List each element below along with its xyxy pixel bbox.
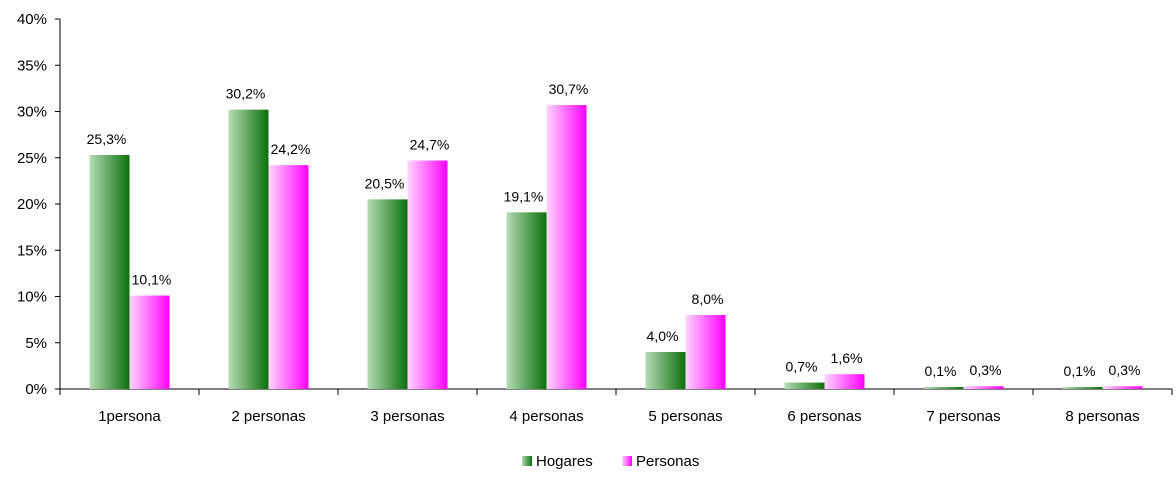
bar-personas (269, 165, 309, 389)
data-label: 10,1% (132, 272, 172, 288)
legend-swatch-hogares (522, 456, 532, 466)
bar-hogares (229, 110, 269, 389)
legend-label-personas: Personas (636, 453, 699, 470)
bar-hogares (1063, 387, 1103, 389)
data-label: 0,7% (786, 359, 818, 375)
x-category-label: 2 personas (231, 408, 305, 425)
bar-personas (130, 296, 170, 389)
data-label: 0,1% (925, 363, 957, 379)
y-tick-label: 5% (25, 335, 47, 352)
y-axis: 0% 5% 10% 15% 20% 25% 30% 35% 40% (17, 11, 60, 398)
bar-hogares (785, 383, 825, 389)
bar-personas (1103, 386, 1143, 389)
data-label: 19,1% (504, 188, 544, 204)
data-label: 1,6% (831, 350, 863, 366)
x-category-label: 1persona (98, 408, 161, 425)
x-category-label: 4 personas (509, 408, 583, 425)
data-label: 8,0% (692, 291, 724, 307)
y-tick-label: 0% (25, 381, 47, 398)
y-tick-label: 10% (17, 289, 47, 306)
bar-hogares (646, 352, 686, 389)
data-label: 0,1% (1064, 363, 1096, 379)
data-label: 20,5% (365, 175, 405, 191)
x-category-label: 3 personas (370, 408, 444, 425)
y-tick-label: 30% (17, 104, 47, 121)
y-tick-label: 35% (17, 57, 47, 74)
bar-personas (547, 105, 587, 389)
bar-hogares (368, 199, 408, 389)
legend-swatch-personas (622, 456, 632, 466)
data-label: 30,7% (549, 81, 589, 97)
bar-personas (408, 161, 448, 389)
x-category-label: 8 personas (1065, 408, 1139, 425)
x-category-label: 5 personas (648, 408, 722, 425)
x-category-label: 7 personas (926, 408, 1000, 425)
bar-personas (825, 374, 865, 389)
bar-hogares (924, 387, 964, 389)
y-tick-label: 20% (17, 196, 47, 213)
x-category-label: 6 personas (787, 408, 861, 425)
bar-personas (964, 386, 1004, 389)
bar-hogares (507, 212, 547, 389)
y-tick-label: 40% (17, 11, 47, 28)
data-label: 30,2% (226, 86, 266, 102)
x-axis: 1persona 2 personas 3 personas 4 personas 5 … (60, 389, 1172, 425)
data-label: 4,0% (647, 328, 679, 344)
y-tick-label: 25% (17, 150, 47, 167)
data-label: 24,7% (410, 137, 450, 153)
data-label: 0,3% (970, 362, 1002, 378)
data-label: 25,3% (87, 131, 127, 147)
y-tick-label: 15% (17, 242, 47, 259)
bars (90, 105, 1143, 389)
legend-label-hogares: Hogares (536, 453, 593, 470)
data-label: 0,3% (1109, 362, 1141, 378)
data-label: 24,2% (271, 141, 311, 157)
bar-hogares (90, 155, 130, 389)
legend: Hogares Personas (522, 453, 699, 470)
bar-personas (686, 315, 726, 389)
